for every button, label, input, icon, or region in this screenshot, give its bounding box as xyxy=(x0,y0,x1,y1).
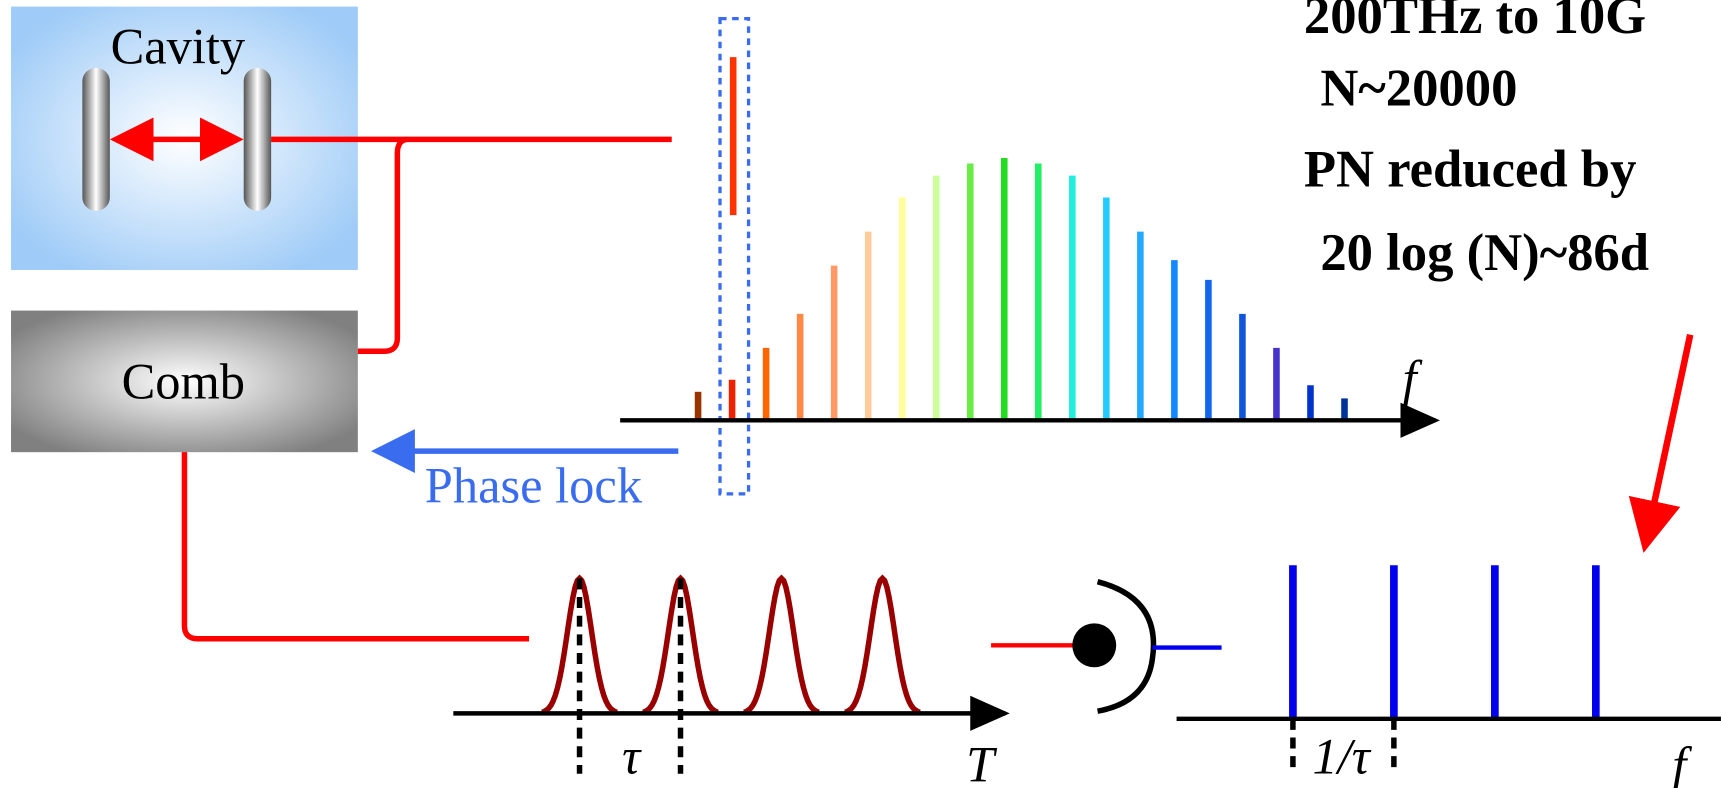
beam xyxy=(181,452,530,642)
note: N~20000 xyxy=(1320,59,1517,117)
beam xyxy=(271,136,672,354)
comb-box xyxy=(11,310,358,453)
pulse-spacing-label: τ xyxy=(622,729,642,785)
mirror xyxy=(82,68,110,211)
selection-box xyxy=(718,17,751,496)
detector xyxy=(1072,623,1117,668)
note: 20 log (N)~86d xyxy=(1320,224,1649,282)
pulse-train xyxy=(541,574,921,715)
pointer-arrow xyxy=(1628,334,1694,553)
spectrum-axis-label: f xyxy=(1403,350,1423,406)
note: 200THz to 10G xyxy=(1304,0,1646,45)
rf-axis-label: f xyxy=(1672,736,1692,788)
time-axis-label: T xyxy=(966,736,998,788)
note: PN reduced by xyxy=(1304,141,1637,199)
cavity-label: Cavity xyxy=(111,19,246,75)
detector-arc xyxy=(1096,579,1157,714)
comb-spectrum xyxy=(694,158,1348,421)
mirror xyxy=(243,68,272,211)
rf-spacing-label: 1/τ xyxy=(1313,729,1372,785)
pulse xyxy=(743,574,820,715)
pulse xyxy=(844,574,921,715)
rf-lines xyxy=(1289,565,1600,719)
phase-lock-label: Phase lock xyxy=(425,458,643,514)
comb-label: Comb xyxy=(122,353,245,409)
